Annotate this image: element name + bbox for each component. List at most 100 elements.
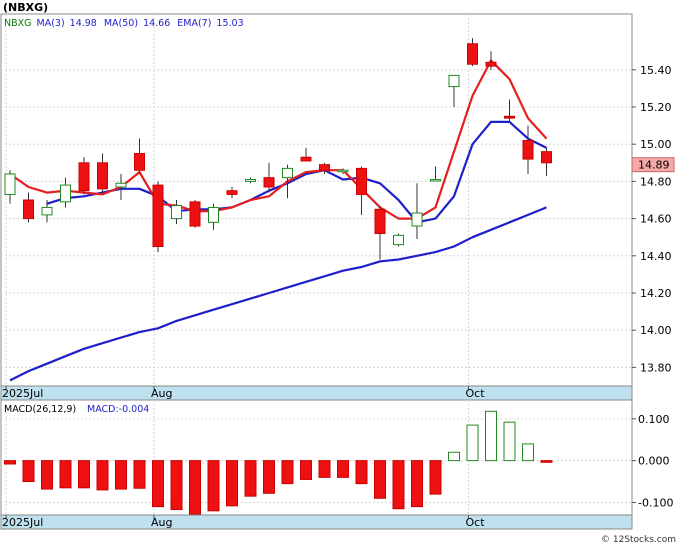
candle — [374, 205, 386, 260]
macd-bar — [189, 460, 201, 515]
candle — [448, 74, 460, 107]
price-ytick-label: 14.00 — [640, 324, 672, 337]
macd-bar — [429, 460, 442, 495]
price-panel: 13.80 14.00 14.20 14.40 14.60 14.80 15.00 15.20… — [0, 13, 675, 401]
candle-body-down — [319, 164, 330, 171]
macd-bar — [244, 460, 257, 497]
candle-body-up — [208, 206, 219, 223]
legend-entry: EMA(7) — [177, 18, 211, 29]
candle — [319, 162, 330, 174]
macd-title: MACD(26,12,9) — [4, 404, 76, 415]
macd-bar — [152, 460, 164, 508]
macd-bar — [411, 460, 423, 508]
legend-entry: MA(3) — [37, 18, 65, 29]
macd-bar — [355, 460, 368, 485]
macd-bar — [448, 451, 460, 462]
candle — [23, 192, 34, 223]
candle-body-down — [541, 151, 552, 164]
macd-bar — [59, 460, 72, 489]
macd-bar — [337, 460, 349, 478]
candle — [115, 173, 127, 200]
candle — [263, 162, 275, 193]
price-ytick-label: 14.40 — [640, 250, 672, 263]
candle — [411, 183, 423, 240]
price-xtick-label: Aug — [151, 387, 172, 400]
macd-xtick-label: Oct — [466, 516, 486, 529]
candle-body-up — [282, 167, 293, 179]
candle-body-down — [504, 115, 515, 119]
candle — [189, 200, 201, 228]
macd-bar — [466, 424, 479, 462]
price-ytick-label: 13.80 — [640, 361, 672, 374]
candle-body-down — [263, 177, 275, 188]
legend-entry: NBXG — [4, 18, 32, 29]
candle — [134, 138, 145, 174]
price-plot-area — [0, 13, 633, 387]
candle-body-down — [189, 201, 201, 227]
macd-xtick-label: 2025Jul — [2, 516, 43, 529]
macd-plot-area — [0, 399, 633, 516]
candle-body-down — [134, 153, 145, 171]
macd-bar — [522, 443, 534, 462]
candle — [522, 125, 534, 174]
candle — [300, 147, 312, 162]
candle-body-up — [115, 182, 127, 188]
macd-bar — [207, 460, 220, 512]
candle — [41, 200, 53, 223]
candle-body-down — [356, 167, 367, 195]
price-xtick-label: Oct — [466, 387, 486, 400]
candle-body-down — [23, 199, 34, 220]
candle — [4, 170, 16, 204]
candle-body-up — [171, 205, 182, 220]
macd-bar — [392, 460, 405, 510]
chart-title: (NBXG) — [3, 1, 48, 14]
ma50-line — [9, 206, 547, 382]
macd-bar — [485, 410, 497, 462]
candle — [393, 233, 404, 247]
candle — [504, 99, 515, 122]
candle-body-down — [152, 184, 164, 247]
macd-bar — [96, 460, 109, 491]
macd-bar — [374, 460, 386, 499]
candle — [171, 200, 182, 225]
candle — [152, 181, 164, 253]
macd-xaxis-band — [0, 514, 633, 530]
macd-bar — [318, 460, 331, 478]
legend-entry: MA(50) — [104, 18, 138, 29]
macd-bar — [4, 460, 16, 465]
candle — [78, 157, 90, 195]
candle-body-down — [374, 208, 386, 234]
candle-body-down — [300, 156, 312, 162]
candle — [208, 203, 219, 230]
macd-ytick-label: 0.100 — [638, 413, 670, 426]
candle-body-up — [60, 184, 71, 203]
candle — [226, 186, 238, 199]
candle-body-up — [430, 179, 441, 182]
macd-bar — [263, 460, 275, 494]
candle-body-up — [337, 169, 349, 173]
candle — [60, 177, 71, 208]
candle-body-up — [411, 212, 423, 227]
price-ytick-label: 15.40 — [640, 64, 672, 77]
price-xtick-label: 2025Jul — [2, 387, 43, 400]
ema7-line — [9, 59, 548, 220]
candle — [467, 38, 478, 67]
macd-bar — [170, 460, 183, 511]
candle-body-up — [245, 179, 256, 182]
macd-bar — [540, 460, 553, 463]
candle — [245, 177, 256, 184]
price-xaxis-band — [0, 385, 633, 401]
ma3-line — [46, 120, 547, 224]
price-ytick-label: 14.60 — [640, 213, 672, 226]
macd-bar — [133, 460, 146, 489]
candle-body-down — [522, 139, 534, 160]
macd-bar — [300, 460, 312, 480]
macd-bar — [22, 460, 35, 483]
last-price-label: 14.89 — [638, 159, 670, 172]
macd-ytick-label: 0.000 — [638, 455, 670, 468]
candle-body-down — [78, 162, 90, 192]
legend-value: 14.98 — [70, 18, 97, 29]
macd-bar — [115, 460, 127, 490]
macd-ytick-label: -0.100 — [638, 496, 673, 509]
